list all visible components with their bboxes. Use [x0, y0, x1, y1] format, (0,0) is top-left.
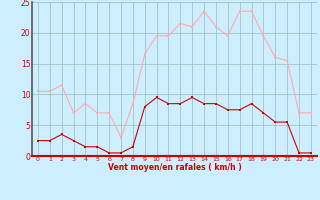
X-axis label: Vent moyen/en rafales ( km/h ): Vent moyen/en rafales ( km/h ): [108, 163, 241, 172]
